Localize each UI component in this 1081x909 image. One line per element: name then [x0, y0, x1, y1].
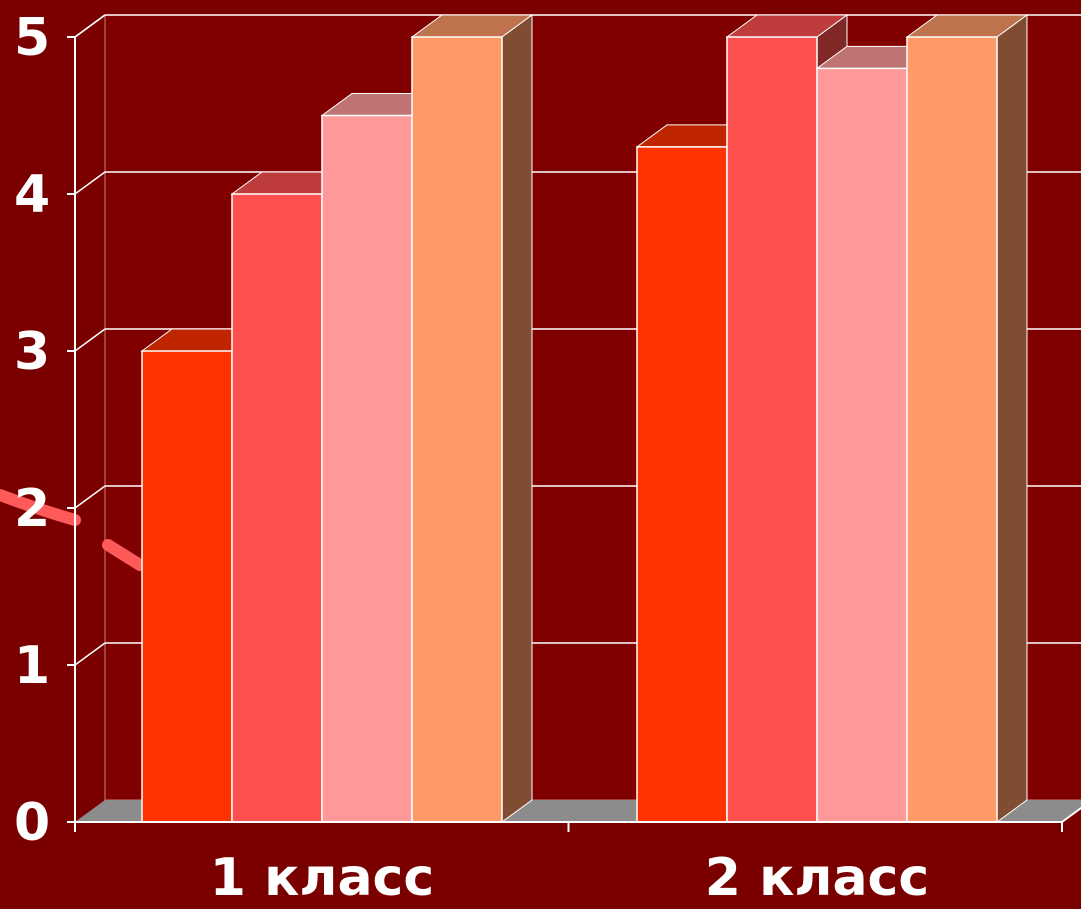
bar-side [996, 14, 1028, 823]
y-tick-label: 2 [14, 479, 50, 539]
decorative-swoosh [102, 539, 146, 571]
y-tick-label: 3 [14, 322, 50, 382]
y-tick-label: 5 [14, 8, 50, 68]
x-category-label: 2 класс [705, 848, 929, 908]
axes [67, 14, 1081, 832]
y-tick-label: 1 [14, 636, 50, 696]
y-tick-label: 4 [14, 165, 50, 225]
bar [141, 350, 233, 823]
bar [636, 146, 728, 823]
bar [231, 193, 323, 823]
gridline-side [74, 171, 106, 195]
x-axis-end [1061, 806, 1081, 823]
x-category-label: 1 класс [210, 848, 434, 908]
gridline-side [74, 642, 106, 666]
bars [140, 14, 1029, 823]
bar [411, 36, 503, 823]
y-tick-label: 0 [14, 793, 50, 853]
y-tick-labels: 0 1 2 3 4 5 [14, 8, 50, 853]
decorative-stroke [0, 489, 146, 571]
bar [726, 36, 818, 823]
decorative-swoosh [0, 489, 81, 526]
bar-side [501, 14, 533, 823]
bar [906, 36, 998, 823]
bar [321, 114, 413, 823]
gridline-side [74, 485, 106, 509]
gridline-side [74, 328, 106, 352]
y-axis-top-edge [74, 14, 106, 38]
x-category-labels: 1 класс 2 класс [210, 848, 929, 908]
bar [816, 67, 908, 823]
